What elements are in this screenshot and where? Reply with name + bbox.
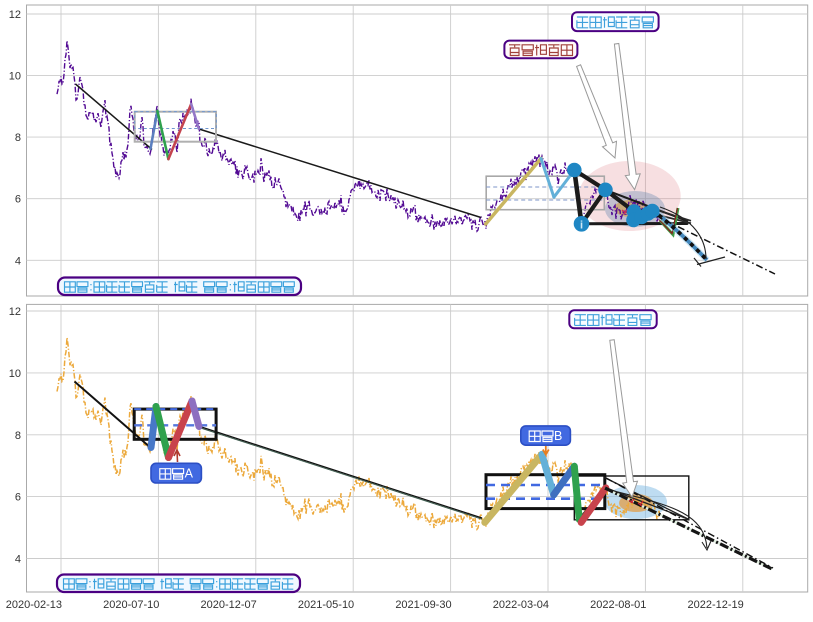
svg-text:2020-02-13: 2020-02-13 (6, 599, 62, 611)
svg-text:8: 8 (15, 430, 21, 442)
svg-text:2020-07-10: 2020-07-10 (103, 599, 159, 611)
svg-text:6: 6 (15, 492, 21, 504)
svg-text:2021-09-30: 2021-09-30 (395, 599, 451, 611)
svg-text:4: 4 (15, 554, 21, 566)
svg-text:2020-12-07: 2020-12-07 (201, 599, 257, 611)
svg-text::: : (229, 280, 232, 294)
svg-text:12: 12 (9, 306, 21, 318)
svg-text::: : (89, 280, 92, 294)
svg-text:2022-03-04: 2022-03-04 (493, 599, 549, 611)
svg-text:6: 6 (15, 194, 21, 206)
svg-text:2022-08-01: 2022-08-01 (590, 599, 646, 611)
svg-text:2021-05-10: 2021-05-10 (298, 599, 354, 611)
svg-text:10: 10 (9, 71, 21, 83)
svg-text:12: 12 (9, 9, 21, 21)
svg-text::: : (88, 577, 91, 591)
svg-text:4: 4 (15, 255, 21, 267)
svg-text:B: B (554, 429, 562, 443)
svg-text:10: 10 (9, 368, 21, 380)
svg-text:A: A (185, 467, 194, 481)
svg-text::: : (215, 577, 218, 591)
svg-text:i: i (580, 220, 583, 232)
svg-text:2022-12-19: 2022-12-19 (688, 599, 744, 611)
svg-text:8: 8 (15, 132, 21, 144)
